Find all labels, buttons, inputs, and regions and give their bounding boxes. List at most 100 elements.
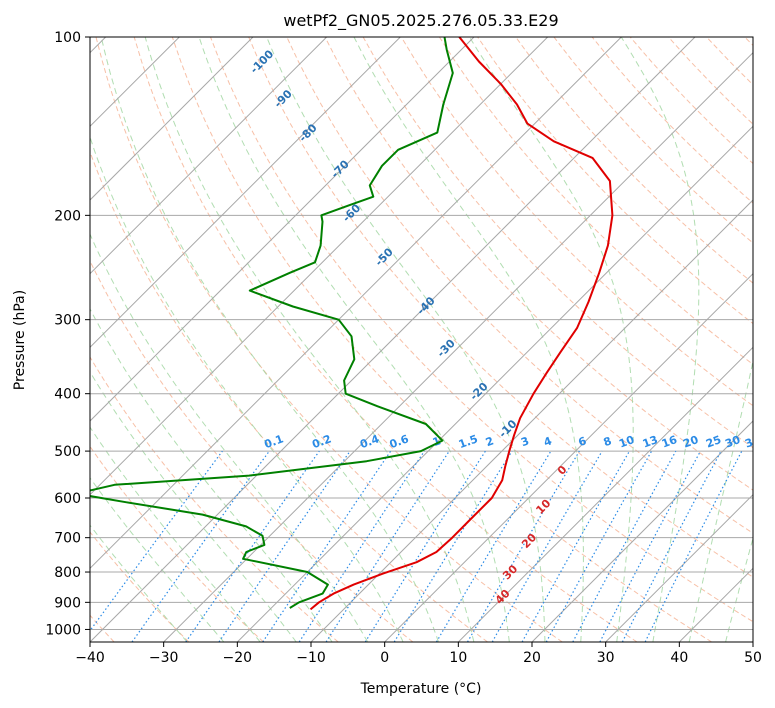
x-tick-label: 50 [744,650,762,666]
x-tick-label: 0 [380,650,389,666]
moist-adiabat-line [90,135,404,642]
background-lines [90,37,753,642]
moist-adiabat-line [688,358,753,642]
isotherm-line [310,199,753,642]
dry-adiabat-line [90,445,264,642]
isotherm-line [90,37,549,496]
x-tick-label: −30 [149,650,179,666]
isotherm-line [90,37,254,201]
temperature-profile-line [309,37,614,611]
isotherm-line [90,37,696,642]
mixing-ratio-line [521,450,631,642]
isotherm-line [90,37,401,349]
isotherm-line [236,125,753,642]
y-tick-label: 500 [54,444,81,460]
y-tick-label: 900 [54,595,81,611]
y-tick-label: 1000 [45,622,81,638]
moist-adiabat-line [725,536,753,642]
mixing-ratio-label: 1 [431,434,443,449]
mixing-ratio-line [545,450,653,642]
dry-adiabat-line [90,531,190,642]
isotherm-line [531,420,753,642]
dry-adiabat-line [400,37,753,407]
mixing-ratio-line [262,450,392,642]
x-tick-label: 10 [449,650,467,666]
mixing-ratio-line [218,450,351,642]
mixing-ratio-label: 0.4 [358,432,381,451]
moist-adiabat-line [90,370,297,642]
mixing-ratio-label: 8 [602,434,614,449]
mixing-ratio-label: 30 [723,433,742,451]
dry-adiabat-line [324,37,753,491]
x-tick-label: −10 [296,650,326,666]
mixing-ratio-line [325,450,450,642]
isotherm-line [457,346,753,642]
dry-adiabat-line [90,356,339,642]
y-tick-label: 200 [54,208,81,224]
y-tick-label: 100 [54,30,81,46]
isotherm-line [90,37,475,422]
mixing-ratio-label: 10 [617,433,636,451]
y-tick-label: 300 [54,313,81,329]
y-tick-label: 800 [54,565,81,581]
moist-adiabat-line [266,37,546,642]
mixing-ratio-label: 16 [660,433,679,451]
plot-frame [89,36,754,643]
x-axis-label: Temperature (°C) [360,681,482,697]
isotherm-line [384,272,753,642]
moist-adiabat-line [353,37,584,642]
dry-adiabat-line [90,150,488,642]
mixing-ratio-label: 3 [519,434,531,449]
mixing-ratio-label: 0.6 [388,432,411,451]
chart-title: wetPf2_GN05.2025.276.05.33.E29 [283,11,558,31]
moist-adiabat-line [90,476,225,642]
y-tick-label: 600 [54,491,81,507]
mixing-ratio-label: 6 [577,434,589,449]
dry-adiabat-line [515,37,753,284]
x-tick-label: 20 [523,650,541,666]
y-axis: 100 200 300 400 500 600 700 800 900 1000 [45,30,90,638]
profile-lines [90,37,614,611]
moist-adiabat-line [144,37,475,642]
dry-adiabat-line [95,37,563,642]
mixing-ratio-label: 20 [681,433,700,451]
x-tick-label: 40 [670,650,688,666]
moist-adiabat-line [100,37,439,642]
mixing-ratio-label: 13 [641,433,660,450]
isotherm-line [90,37,622,570]
mixing-ratio-label: 1.5 [457,432,480,451]
moist-adiabat-line [90,308,333,642]
dewpoint-profile-line [90,37,454,609]
x-tick-label: 30 [597,650,615,666]
mixing-ratio-label: 2 [484,434,496,449]
moist-adiabat-line [90,426,261,642]
x-tick-label: −40 [75,650,105,666]
mixing-ratio-line [131,450,270,642]
y-axis-label: Pressure (hPa) [12,290,28,390]
isotherm-line [605,493,753,642]
dry-adiabat-line [133,37,638,642]
mixing-ratio-line [572,450,677,642]
mixing-ratio-line [185,450,320,642]
moist-adiabat-line [198,37,510,642]
dry-adiabat-line [248,37,753,578]
mixing-ratio-label: 0.1 [262,432,285,451]
moist-adiabat-line [620,37,700,642]
mixing-ratio-line [644,450,743,642]
mixing-ratio-line [298,450,425,642]
mixing-ratio-label: 0.2 [310,432,333,451]
mixing-ratio-line [90,450,223,632]
mixing-ratio-label: 25 [704,433,723,450]
moist-adiabat-line [90,232,369,642]
isotherm-line [90,37,328,275]
y-tick-label: 400 [54,387,81,403]
moist-adiabat-line [90,524,188,642]
dry-adiabat-line [438,37,753,366]
x-axis: −40 −30 −20 −10 0 10 20 30 40 50 [75,642,762,666]
x-tick-label: −20 [223,650,253,666]
dry-adiabat-line [210,37,753,623]
mixing-ratio-label: 36 [743,433,762,451]
mixing-ratio-line [393,450,513,642]
